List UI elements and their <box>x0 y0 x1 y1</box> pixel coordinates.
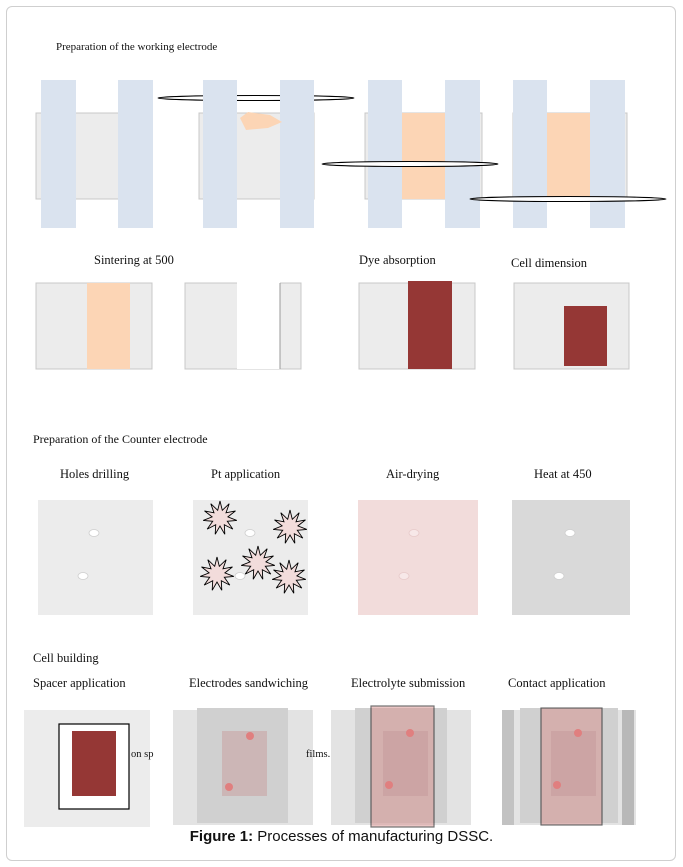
pt-burst-icon <box>272 559 306 594</box>
filling-hole <box>246 732 254 740</box>
filling-hole <box>385 781 393 789</box>
section-counter-electrode: Preparation of the Counter electrode <box>33 432 208 446</box>
glass-rod-1 <box>157 95 355 101</box>
sintered-plate-1 <box>35 282 153 370</box>
step-contact-application: Contact application <box>508 676 606 690</box>
step-sintering: Sintering at 500 <box>94 253 174 267</box>
step-electrolyte-submission: Electrolyte submission <box>351 676 466 690</box>
step-dye-absorption: Dye absorption <box>359 253 436 267</box>
caption-text: Processes of manufacturing DSSC. <box>253 828 494 845</box>
glass-rod-2 <box>321 161 499 167</box>
spacer-application-assembly <box>24 710 150 827</box>
electrolyte-submission-assembly <box>331 705 471 828</box>
step-electrodes-sandwiching: Electrodes sandwiching <box>189 676 309 690</box>
drilled-hole <box>88 529 100 537</box>
cell-dimension-plate <box>513 282 630 370</box>
doctor-blade-step-3 <box>364 80 483 228</box>
doctor-blade-step-1 <box>35 80 153 228</box>
electrodes-sandwiching-assembly <box>173 708 313 825</box>
filling-hole <box>225 783 233 791</box>
section-working-electrode: Preparation of the working electrode <box>56 41 218 53</box>
step-heat: Heat at 450 <box>534 467 592 481</box>
doctor-blade-step-2 <box>198 80 315 228</box>
pt-burst-icon <box>241 545 275 580</box>
tio2-paste-blob <box>240 112 282 130</box>
heated-plate <box>512 500 630 615</box>
filling-hole <box>553 781 561 789</box>
step-air-drying: Air-drying <box>386 467 440 481</box>
drilled-hole <box>234 572 246 580</box>
step-holes-drilling: Holes drilling <box>60 467 130 481</box>
pt-burst-icon <box>200 556 234 591</box>
drilled-hole <box>244 529 256 537</box>
contact-application-assembly <box>502 707 636 826</box>
drilled-hole <box>553 572 565 580</box>
holes-drilled-plate <box>38 500 153 615</box>
pt-burst-icon <box>273 509 307 544</box>
filling-hole <box>574 729 582 737</box>
dye-absorbed-plate <box>358 281 476 370</box>
section-cell-building: Cell building <box>33 651 99 665</box>
overlay-fragment-left: on sp <box>131 749 154 760</box>
sintered-plate-2 <box>184 277 302 370</box>
step-spacer-application: Spacer application <box>33 676 126 690</box>
drilled-hole <box>408 529 420 537</box>
overlay-fragment-right: films. <box>306 749 331 760</box>
step-pt-application: Pt application <box>211 467 281 481</box>
air-dried-plate <box>358 500 478 615</box>
pt-application-plate <box>193 500 308 615</box>
figure-caption: Figure 1: Processes of manufacturing DSS… <box>0 828 683 845</box>
drilled-hole <box>77 572 89 580</box>
drilled-hole <box>564 529 576 537</box>
filling-hole <box>406 729 414 737</box>
pt-burst-icon <box>203 500 237 535</box>
caption-label: Figure 1: <box>189 828 254 845</box>
figure-frame <box>6 6 676 861</box>
step-cell-dimension: Cell dimension <box>511 256 588 270</box>
glass-rod-3 <box>469 196 667 202</box>
doctor-blade-step-4 <box>512 80 628 228</box>
drilled-hole <box>398 572 410 580</box>
